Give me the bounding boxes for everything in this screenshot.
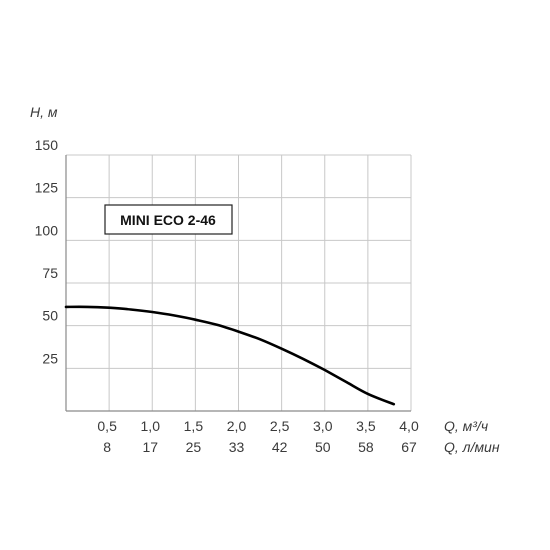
x-tick-label-m3h: 2,0 <box>227 418 247 434</box>
y-tick-label: 125 <box>35 180 59 196</box>
tick-labels: 25 50 75 100 125 150 0,5 8 1,0 17 1,5 25 2,0 33 2,5 42 3… <box>35 137 419 455</box>
x-tick-label-lmin: 67 <box>401 439 417 455</box>
model-label-box: MINI ECO 2-46 <box>104 204 233 235</box>
x-tick-label-lmin: 8 <box>103 439 111 455</box>
y-tick-label: 100 <box>35 222 59 238</box>
y-tick-label: 150 <box>35 137 59 153</box>
axes <box>65 155 411 412</box>
x-tick-label-lmin: 50 <box>315 439 331 455</box>
x-tick-label-lmin: 25 <box>186 439 202 455</box>
x-tick-label-m3h: 0,5 <box>97 418 117 434</box>
x-tick-label-lmin: 17 <box>142 439 158 455</box>
x-tick-label-lmin: 42 <box>272 439 288 455</box>
series-line-head-curve <box>64 305 396 406</box>
y-tick-label: 75 <box>42 265 58 281</box>
x-tick-label-m3h: 2,5 <box>270 418 290 434</box>
x-tick-label-lmin: 33 <box>229 439 245 455</box>
y-tick-label: 50 <box>42 308 58 324</box>
grid <box>66 154 412 411</box>
x-tick-label-m3h: 3,5 <box>356 418 376 434</box>
x-axis-title-flow-lmin: Q, л/мин <box>444 439 500 455</box>
x-tick-label-lmin: 58 <box>358 439 374 455</box>
y-tick-label: 25 <box>42 350 58 366</box>
y-axis-title: H, м <box>30 104 58 120</box>
x-tick-label-m3h: 1,0 <box>141 418 161 434</box>
x-tick-label-m3h: 3,0 <box>313 418 333 434</box>
x-tick-label-m3h: 1,5 <box>184 418 204 434</box>
x-tick-label-m3h: 4,0 <box>399 418 419 434</box>
x-axis-title-flow-m3h: Q, м³/ч <box>444 418 488 434</box>
model-label: MINI ECO 2-46 <box>120 212 216 228</box>
